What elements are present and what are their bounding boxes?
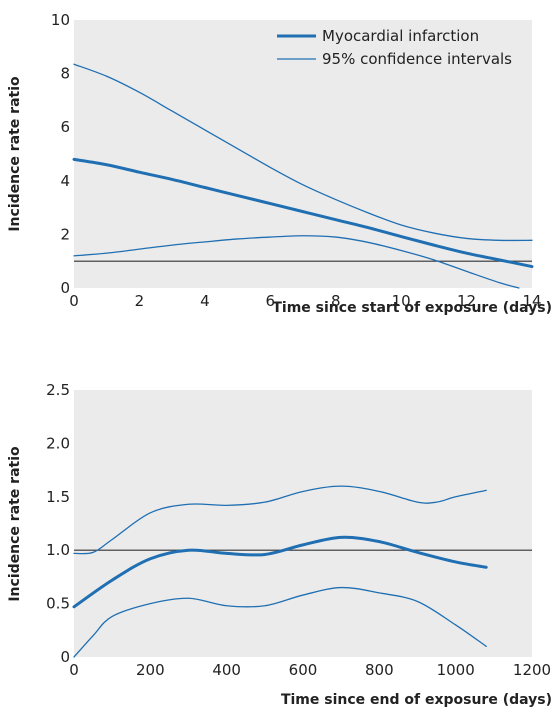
top-x-tick-label: 2	[135, 292, 145, 310]
bottom-x-tick-label: 400	[212, 661, 241, 679]
bottom-x-tick-label: 1000	[437, 661, 475, 679]
top-x-tick-label: 12	[457, 292, 476, 310]
bottom-series-estimate-line	[72, 535, 488, 609]
top-y-tick-label: 8	[60, 65, 70, 83]
bottom-y-tick-label: 1.0	[46, 541, 70, 559]
bottom-y-tick-label: 0	[60, 648, 70, 666]
top-x-tick-label: 8	[331, 292, 341, 310]
top-y-axis-label: Incidence rate ratio	[7, 76, 23, 232]
top-series-estimate-line	[72, 157, 534, 269]
top-x-tick-label: 0	[69, 292, 79, 310]
top-y-tick-label: 2	[60, 225, 70, 243]
bottom-x-tick-label: 600	[289, 661, 318, 679]
bottom-y-tick-label: 0.5	[46, 595, 70, 613]
bottom-y-tick-label: 1.5	[46, 488, 70, 506]
bottom-x-axis-label: Time since end of exposure (days)	[281, 692, 552, 708]
top-y-tick-label: 10	[51, 11, 70, 29]
top-series-ci-line-2	[73, 235, 520, 289]
legend-label: Myocardial infarction	[322, 27, 479, 45]
top-x-tick-label: 10	[392, 292, 411, 310]
top-plot-area	[74, 20, 532, 288]
top-y-tick-label: 0	[60, 279, 70, 297]
bottom-x-tick-label: 800	[365, 661, 394, 679]
top-series-ci-line-1	[73, 63, 533, 242]
top-x-tick-label: 4	[200, 292, 210, 310]
top-y-tick-label: 4	[60, 172, 70, 190]
bottom-y-tick-label: 2.5	[46, 381, 70, 399]
bottom-x-tick-label: 1200	[513, 661, 551, 679]
bottom-y-axis-label: Incidence rate ratio	[7, 446, 23, 602]
bottom-plot-area	[74, 390, 532, 657]
top-x-axis-label: Time since start of exposure (days)	[272, 300, 552, 316]
top-x-tick-label: 6	[266, 292, 276, 310]
bottom-x-tick-label: 200	[136, 661, 165, 679]
top-y-tick-label: 6	[60, 118, 70, 136]
top-x-tick-label: 14	[522, 292, 541, 310]
legend-label: 95% confidence intervals	[322, 50, 512, 68]
bottom-x-tick-label: 0	[69, 661, 79, 679]
bottom-y-tick-label: 2.0	[46, 434, 70, 452]
bottom-series-ci-line-2	[73, 586, 487, 658]
bottom-series-ci-line-1	[73, 485, 487, 555]
bottom-chart-group: 0 0.5 1.0 1.5 2.0 2.5 0 200 400 600 800 1000 1200 Tim…	[7, 381, 552, 708]
